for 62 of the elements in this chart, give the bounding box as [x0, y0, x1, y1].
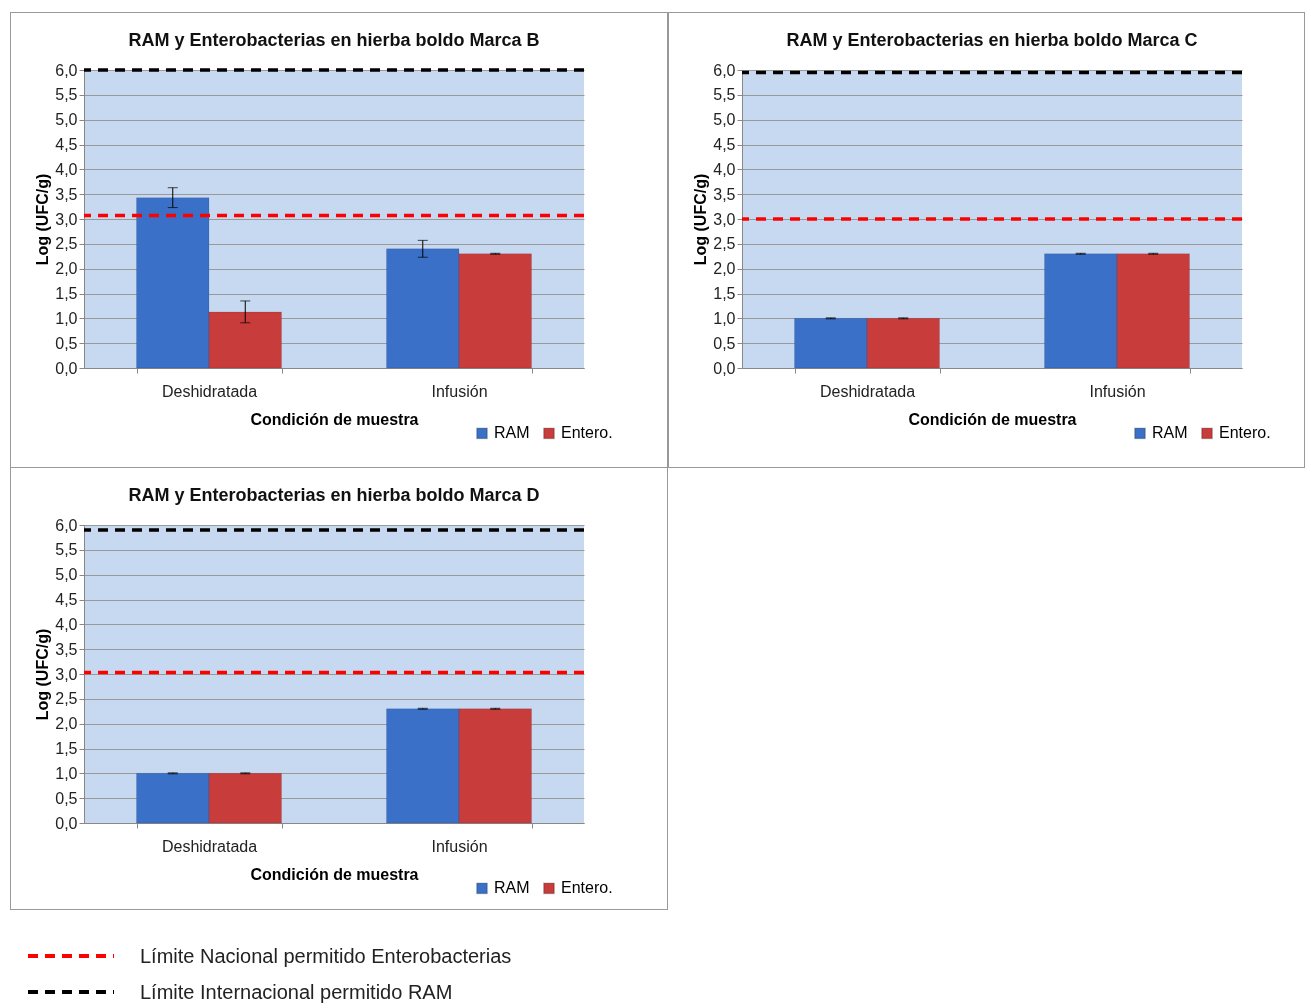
y-tick-label: 0,0: [713, 359, 736, 377]
legend-label: Límite Internacional permitido RAM: [140, 980, 453, 1003]
y-tick-label: 1,0: [55, 309, 78, 327]
y-tick-label: 1,0: [713, 309, 736, 327]
y-axis-title: Log (UFC/g): [34, 173, 52, 266]
x-tick-label: Infusión: [431, 837, 488, 855]
y-tick-label: 1,5: [713, 285, 736, 302]
y-tick-label: 0,5: [713, 334, 736, 352]
y-tick-label: 2,5: [55, 690, 78, 708]
chart-title: RAM y Enterobacterias en hierba boldo Marca C: [786, 30, 1198, 50]
x-tick-label: Deshidratada: [819, 382, 916, 400]
y-tick-label: 1,0: [55, 764, 78, 782]
x-axis-title: Condición de muestra: [250, 865, 419, 883]
chart-title: RAM y Enterobacterias en hierba boldo Marca D: [128, 485, 540, 505]
y-tick-label: 6,0: [55, 61, 78, 79]
y-axis-title: Log (UFC/g): [692, 173, 710, 266]
y-tick-label: 4,0: [55, 160, 78, 178]
y-tick-label: 4,5: [713, 136, 736, 153]
y-tick-label: 0,5: [55, 789, 78, 807]
y-tick-label: 4,5: [55, 591, 78, 608]
y-tick-label: 5,0: [55, 566, 78, 584]
y-tick-label: 2,0: [55, 715, 78, 733]
legend-label: RAM: [494, 879, 530, 897]
legend-label: RAM: [1152, 424, 1188, 442]
y-tick-label: 3,0: [713, 210, 736, 228]
y-tick-label: 5,5: [55, 86, 78, 104]
y-tick-label: 2,0: [55, 260, 78, 278]
y-tick-label: 2,5: [55, 235, 78, 253]
y-tick-label: 1,5: [55, 285, 78, 302]
y-tick-label: 2,0: [713, 260, 736, 278]
x-tick-label: Infusión: [1089, 382, 1146, 400]
y-tick-label: 2,5: [713, 235, 736, 253]
x-tick-label: Infusión: [431, 382, 488, 400]
y-tick-label: 5,0: [55, 111, 78, 129]
y-tick-label: 3,5: [713, 185, 736, 203]
legend-label: Límite Nacional permitido Enterobacterias: [140, 944, 512, 968]
y-tick-label: 3,5: [55, 185, 78, 203]
legend-label: Entero.: [561, 879, 613, 897]
y-tick-label: 4,5: [55, 136, 78, 153]
y-tick-label: 5,5: [55, 541, 78, 559]
y-tick-label: 3,0: [55, 210, 78, 228]
y-axis-title: Log (UFC/g): [34, 628, 52, 721]
y-tick-label: 3,5: [55, 640, 78, 658]
y-tick-label: 1,5: [55, 740, 78, 757]
y-tick-label: 6,0: [55, 516, 78, 534]
y-tick-label: 4,0: [713, 160, 736, 178]
x-axis-title: Condición de muestra: [908, 410, 1077, 428]
y-tick-label: 0,0: [55, 359, 78, 377]
x-tick-label: Deshidratada: [161, 837, 258, 855]
legend-label: Entero.: [561, 424, 613, 442]
y-tick-label: 5,5: [713, 86, 736, 104]
chart-title: RAM y Enterobacterias en hierba boldo Marca B: [128, 30, 540, 50]
y-tick-label: 0,5: [55, 334, 78, 352]
x-tick-label: Deshidratada: [161, 382, 258, 400]
y-tick-label: 5,0: [713, 111, 736, 129]
y-tick-label: 3,0: [55, 665, 78, 683]
y-tick-label: 4,0: [55, 615, 78, 633]
y-tick-label: 0,0: [55, 814, 78, 832]
y-tick-label: 6,0: [713, 61, 736, 79]
legend-label: Entero.: [1219, 424, 1271, 442]
x-axis-title: Condición de muestra: [250, 410, 419, 428]
legend-label: RAM: [494, 424, 530, 442]
